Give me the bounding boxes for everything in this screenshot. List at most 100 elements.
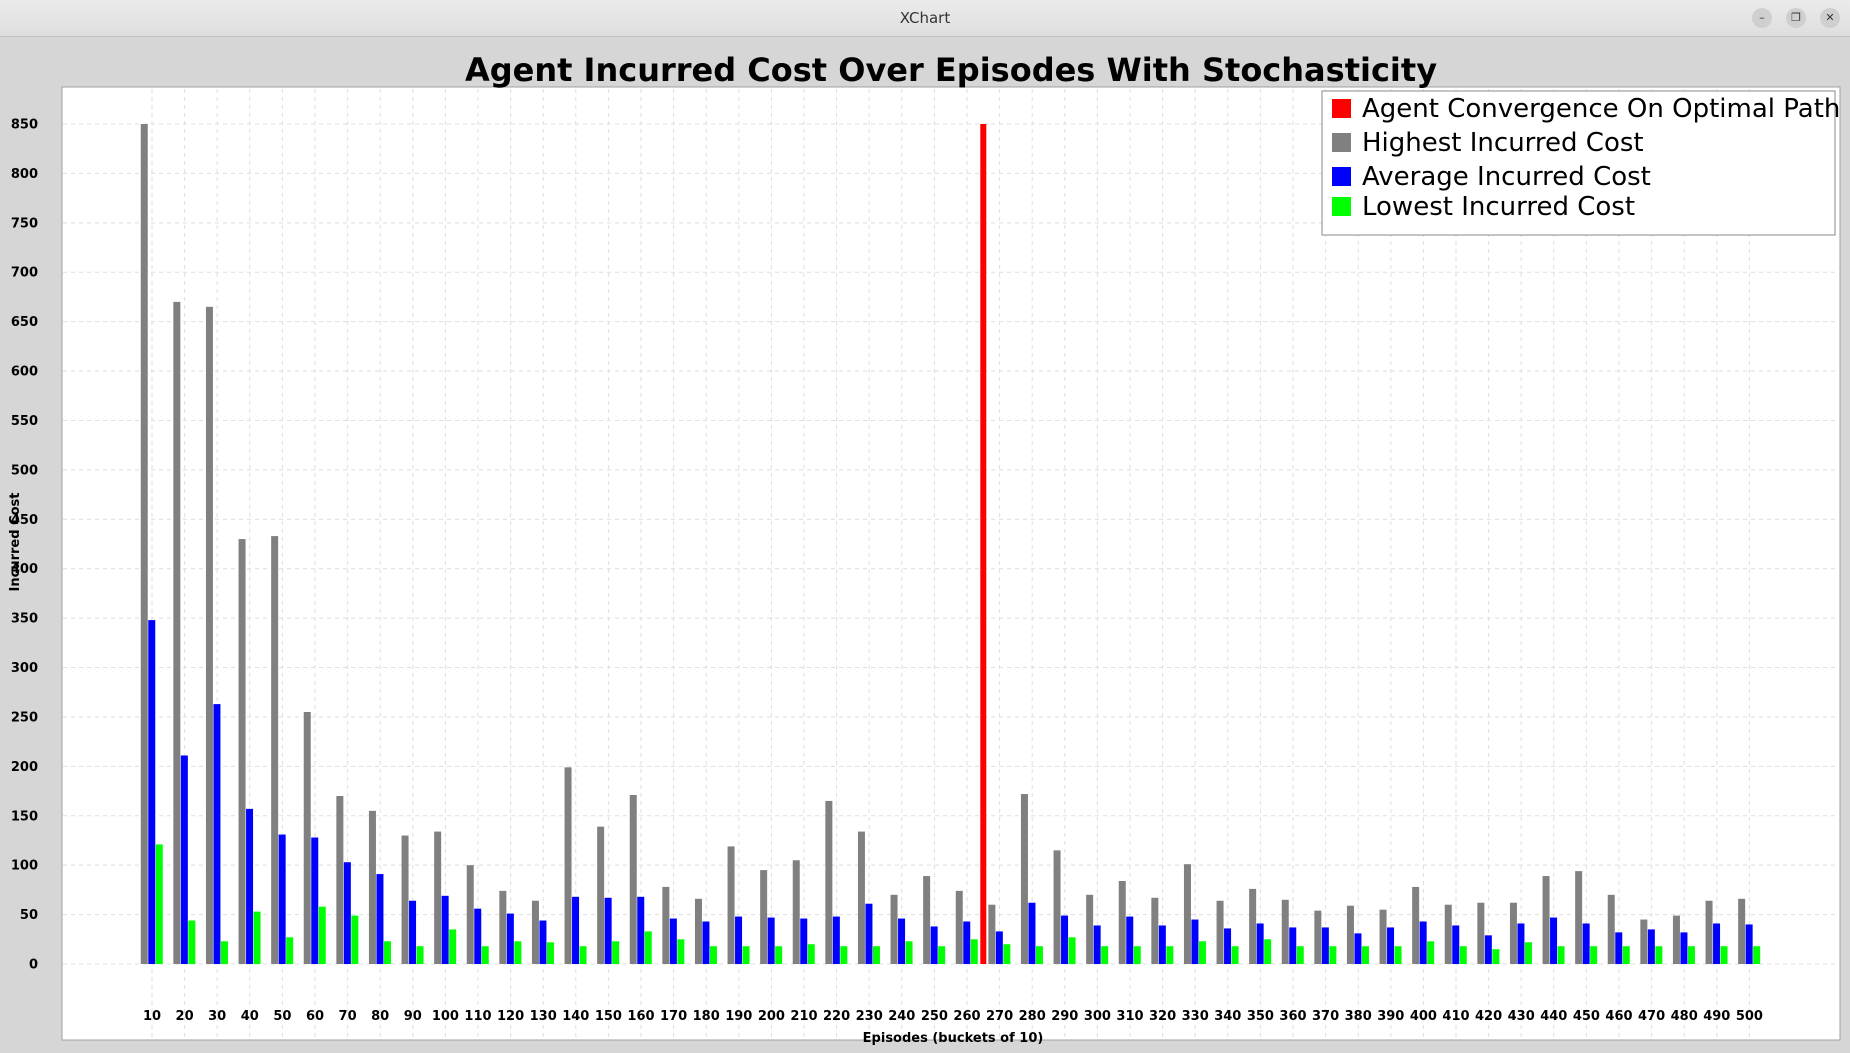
- bar: [1509, 902, 1517, 964]
- close-icon[interactable]: ✕: [1820, 8, 1840, 28]
- bar: [742, 946, 750, 964]
- convergence-bar: [980, 124, 987, 964]
- bar: [898, 918, 906, 964]
- bar: [923, 876, 931, 964]
- x-tick-label: 330: [1182, 1009, 1209, 1024]
- x-tick-label: 110: [464, 1009, 491, 1024]
- x-axis-label: Episodes (buckets of 10): [863, 1031, 1044, 1046]
- x-tick-label: 390: [1377, 1009, 1404, 1024]
- minimize-icon[interactable]: –: [1752, 8, 1772, 28]
- x-tick-label: 380: [1345, 1009, 1372, 1024]
- bar: [336, 796, 344, 964]
- x-tick-label: 300: [1084, 1009, 1111, 1024]
- x-tick-label: 150: [595, 1009, 622, 1024]
- bar: [694, 898, 702, 964]
- legend-swatch: [1332, 197, 1351, 216]
- bar: [180, 755, 188, 964]
- bar: [1224, 928, 1232, 964]
- bar: [1379, 909, 1387, 964]
- bar: [930, 926, 938, 964]
- y-tick-label: 800: [11, 167, 38, 182]
- bar: [343, 862, 351, 964]
- restore-icon[interactable]: ❐: [1786, 8, 1806, 28]
- x-tick-label: 240: [888, 1009, 915, 1024]
- bar: [1216, 900, 1224, 964]
- bar: [1053, 850, 1061, 964]
- bar: [857, 831, 865, 964]
- y-tick-label: 600: [11, 365, 38, 380]
- bar: [1705, 900, 1713, 964]
- bar: [1738, 898, 1746, 964]
- x-tick-label: 190: [725, 1009, 752, 1024]
- x-tick-label: 270: [986, 1009, 1013, 1024]
- y-tick-label: 0: [29, 958, 38, 973]
- bar: [1557, 946, 1565, 964]
- bar: [499, 890, 507, 964]
- bar: [155, 844, 163, 964]
- bar: [1550, 917, 1558, 964]
- bar: [963, 921, 971, 964]
- legend-swatch: [1332, 133, 1351, 152]
- bar: [1575, 871, 1583, 964]
- bar: [792, 860, 800, 964]
- legend-label: Lowest Incurred Cost: [1362, 192, 1635, 222]
- bar: [938, 946, 946, 964]
- bar: [148, 620, 156, 964]
- window-title: XChart: [899, 9, 951, 27]
- x-tick-label: 260: [953, 1009, 980, 1024]
- bar: [1459, 946, 1467, 964]
- y-tick-label: 200: [11, 760, 38, 775]
- bar: [303, 712, 311, 964]
- x-tick-label: 310: [1116, 1009, 1143, 1024]
- y-tick-label: 650: [11, 315, 38, 330]
- x-tick-label: 50: [273, 1009, 291, 1024]
- bar: [546, 942, 554, 964]
- bar: [1158, 925, 1166, 964]
- x-tick-label: 290: [1051, 1009, 1078, 1024]
- bar: [865, 903, 873, 964]
- bar: [1655, 946, 1663, 964]
- x-tick-label: 170: [660, 1009, 687, 1024]
- bar: [213, 704, 221, 964]
- bar: [1517, 923, 1525, 964]
- x-tick-label: 230: [856, 1009, 883, 1024]
- x-tick-label: 500: [1736, 1009, 1763, 1024]
- bar: [970, 939, 978, 964]
- legend: Agent Convergence On Optimal Path Highest…: [1321, 90, 1840, 236]
- bar: [1361, 946, 1369, 964]
- bar: [1492, 949, 1500, 964]
- bar: [1020, 794, 1028, 964]
- legend-swatch: [1332, 99, 1351, 118]
- bar: [1231, 946, 1239, 964]
- bar: [727, 846, 735, 964]
- bar: [825, 800, 833, 964]
- bar: [988, 904, 996, 964]
- bar: [800, 918, 808, 964]
- x-tick-label: 120: [497, 1009, 524, 1024]
- bar: [735, 916, 743, 964]
- bar: [1249, 888, 1257, 964]
- bar: [140, 124, 148, 964]
- bar: [1452, 925, 1460, 964]
- bar: [604, 897, 612, 964]
- bar: [539, 920, 547, 964]
- x-tick-label: 250: [921, 1009, 948, 1024]
- bar: [481, 946, 489, 964]
- bar: [188, 920, 196, 964]
- bar: [466, 865, 474, 964]
- x-tick-label: 460: [1605, 1009, 1632, 1024]
- x-tick-label: 140: [562, 1009, 589, 1024]
- bar: [205, 306, 213, 965]
- bar: [1118, 880, 1126, 964]
- bar: [449, 929, 457, 964]
- bar: [1093, 925, 1101, 964]
- bar: [832, 916, 840, 964]
- x-tick-label: 90: [404, 1009, 422, 1024]
- bar: [271, 536, 279, 964]
- bar: [441, 895, 449, 964]
- bar: [1672, 915, 1680, 964]
- bar: [416, 946, 424, 964]
- bar: [351, 915, 359, 964]
- bar: [1607, 894, 1615, 964]
- bar: [1191, 919, 1199, 964]
